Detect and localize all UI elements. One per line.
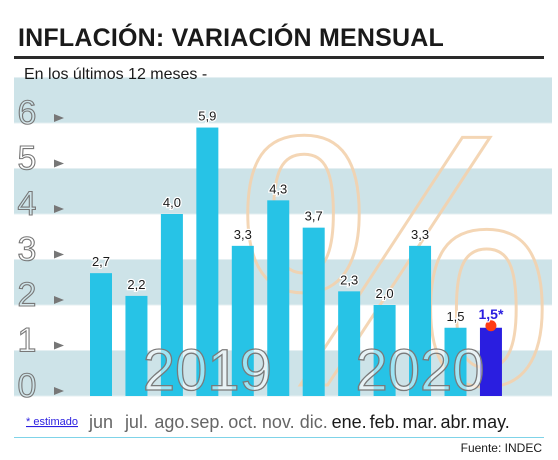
y-tick-label: 3 [18, 231, 37, 269]
y-tick-label: 4 [18, 185, 37, 223]
x-tick-label: feb. [370, 412, 400, 432]
x-tick-label: nov. [262, 412, 295, 432]
y-tick-label: 1 [18, 322, 37, 360]
year-label: 2019 [143, 338, 272, 403]
x-tick-label: dic. [300, 412, 328, 432]
bar [125, 295, 148, 396]
x-tick-label: ago. [154, 412, 189, 432]
y-axis: 0 1 2 3 4 5 6 [17, 93, 64, 406]
value-label: 2,0 [376, 286, 394, 301]
bar [409, 245, 432, 396]
source-credit: Fuente: INDEC [460, 441, 542, 455]
y-tick-marker [54, 159, 64, 168]
y-tick-label: 0 [18, 367, 37, 405]
bar [231, 245, 254, 396]
bar-estimated [479, 327, 502, 396]
bar [160, 214, 183, 396]
footer-divider [14, 437, 544, 438]
value-label: 3,3 [411, 227, 429, 242]
value-label: 1,5* [478, 306, 503, 322]
y-tick-label: 6 [18, 94, 37, 132]
y-tick-marker [54, 250, 64, 259]
bar [338, 291, 361, 396]
value-label: 4,3 [269, 181, 287, 196]
value-label: 5,9 [198, 109, 216, 124]
title-divider [14, 56, 544, 59]
y-tick-marker [54, 205, 64, 213]
x-tick-label: oct. [228, 412, 257, 432]
y-tick-marker [54, 114, 64, 122]
y-tick-marker [54, 296, 64, 304]
value-label: 2,7 [92, 254, 110, 269]
bar [90, 273, 112, 396]
y-tick-marker [54, 341, 64, 350]
chart-subtitle: En los últimos 12 meses - [24, 66, 208, 83]
value-label: 2,2 [127, 277, 145, 292]
y-tick-label: 5 [18, 140, 37, 178]
x-tick-label: jul. [124, 412, 148, 432]
x-tick-label: jun [88, 412, 113, 432]
year-labels: 2019 2020 [142, 337, 485, 403]
x-tick-label: abr. [440, 412, 470, 432]
value-label: 3,3 [234, 227, 252, 242]
value-label: 1,5 [446, 309, 464, 324]
year-label: 2020 [356, 338, 485, 403]
bar [373, 305, 396, 396]
value-label: 4,0 [163, 195, 181, 210]
x-tick-label: sep. [190, 412, 224, 432]
bar [444, 327, 467, 396]
value-label: 2,3 [340, 272, 358, 287]
x-tick-label: mar. [403, 412, 438, 432]
value-labels: 2,7 2,2 4,0 5,9 3,3 4,3 3,7 2,3 2,0 3,3 1,5 1,5* [91, 107, 505, 325]
x-axis: jun jul. ago. sep. oct. nov. dic. ene. feb. mar. a… [26, 412, 510, 432]
bar [196, 127, 219, 397]
y-tick-label: 2 [18, 276, 37, 314]
x-tick-label: may. [472, 412, 510, 432]
estimate-note: * estimado [26, 416, 78, 428]
value-label: 3,7 [305, 209, 323, 224]
estimate-marker-icon [485, 320, 497, 332]
bars [90, 127, 502, 397]
chart-title: INFLACIÓN: VARIACIÓN MENSUAL [18, 24, 444, 52]
bar [267, 200, 290, 396]
grid-stripe [14, 77, 552, 123]
x-tick-label: ene. [332, 412, 367, 432]
y-tick-marker [54, 387, 64, 395]
bar [302, 227, 325, 396]
